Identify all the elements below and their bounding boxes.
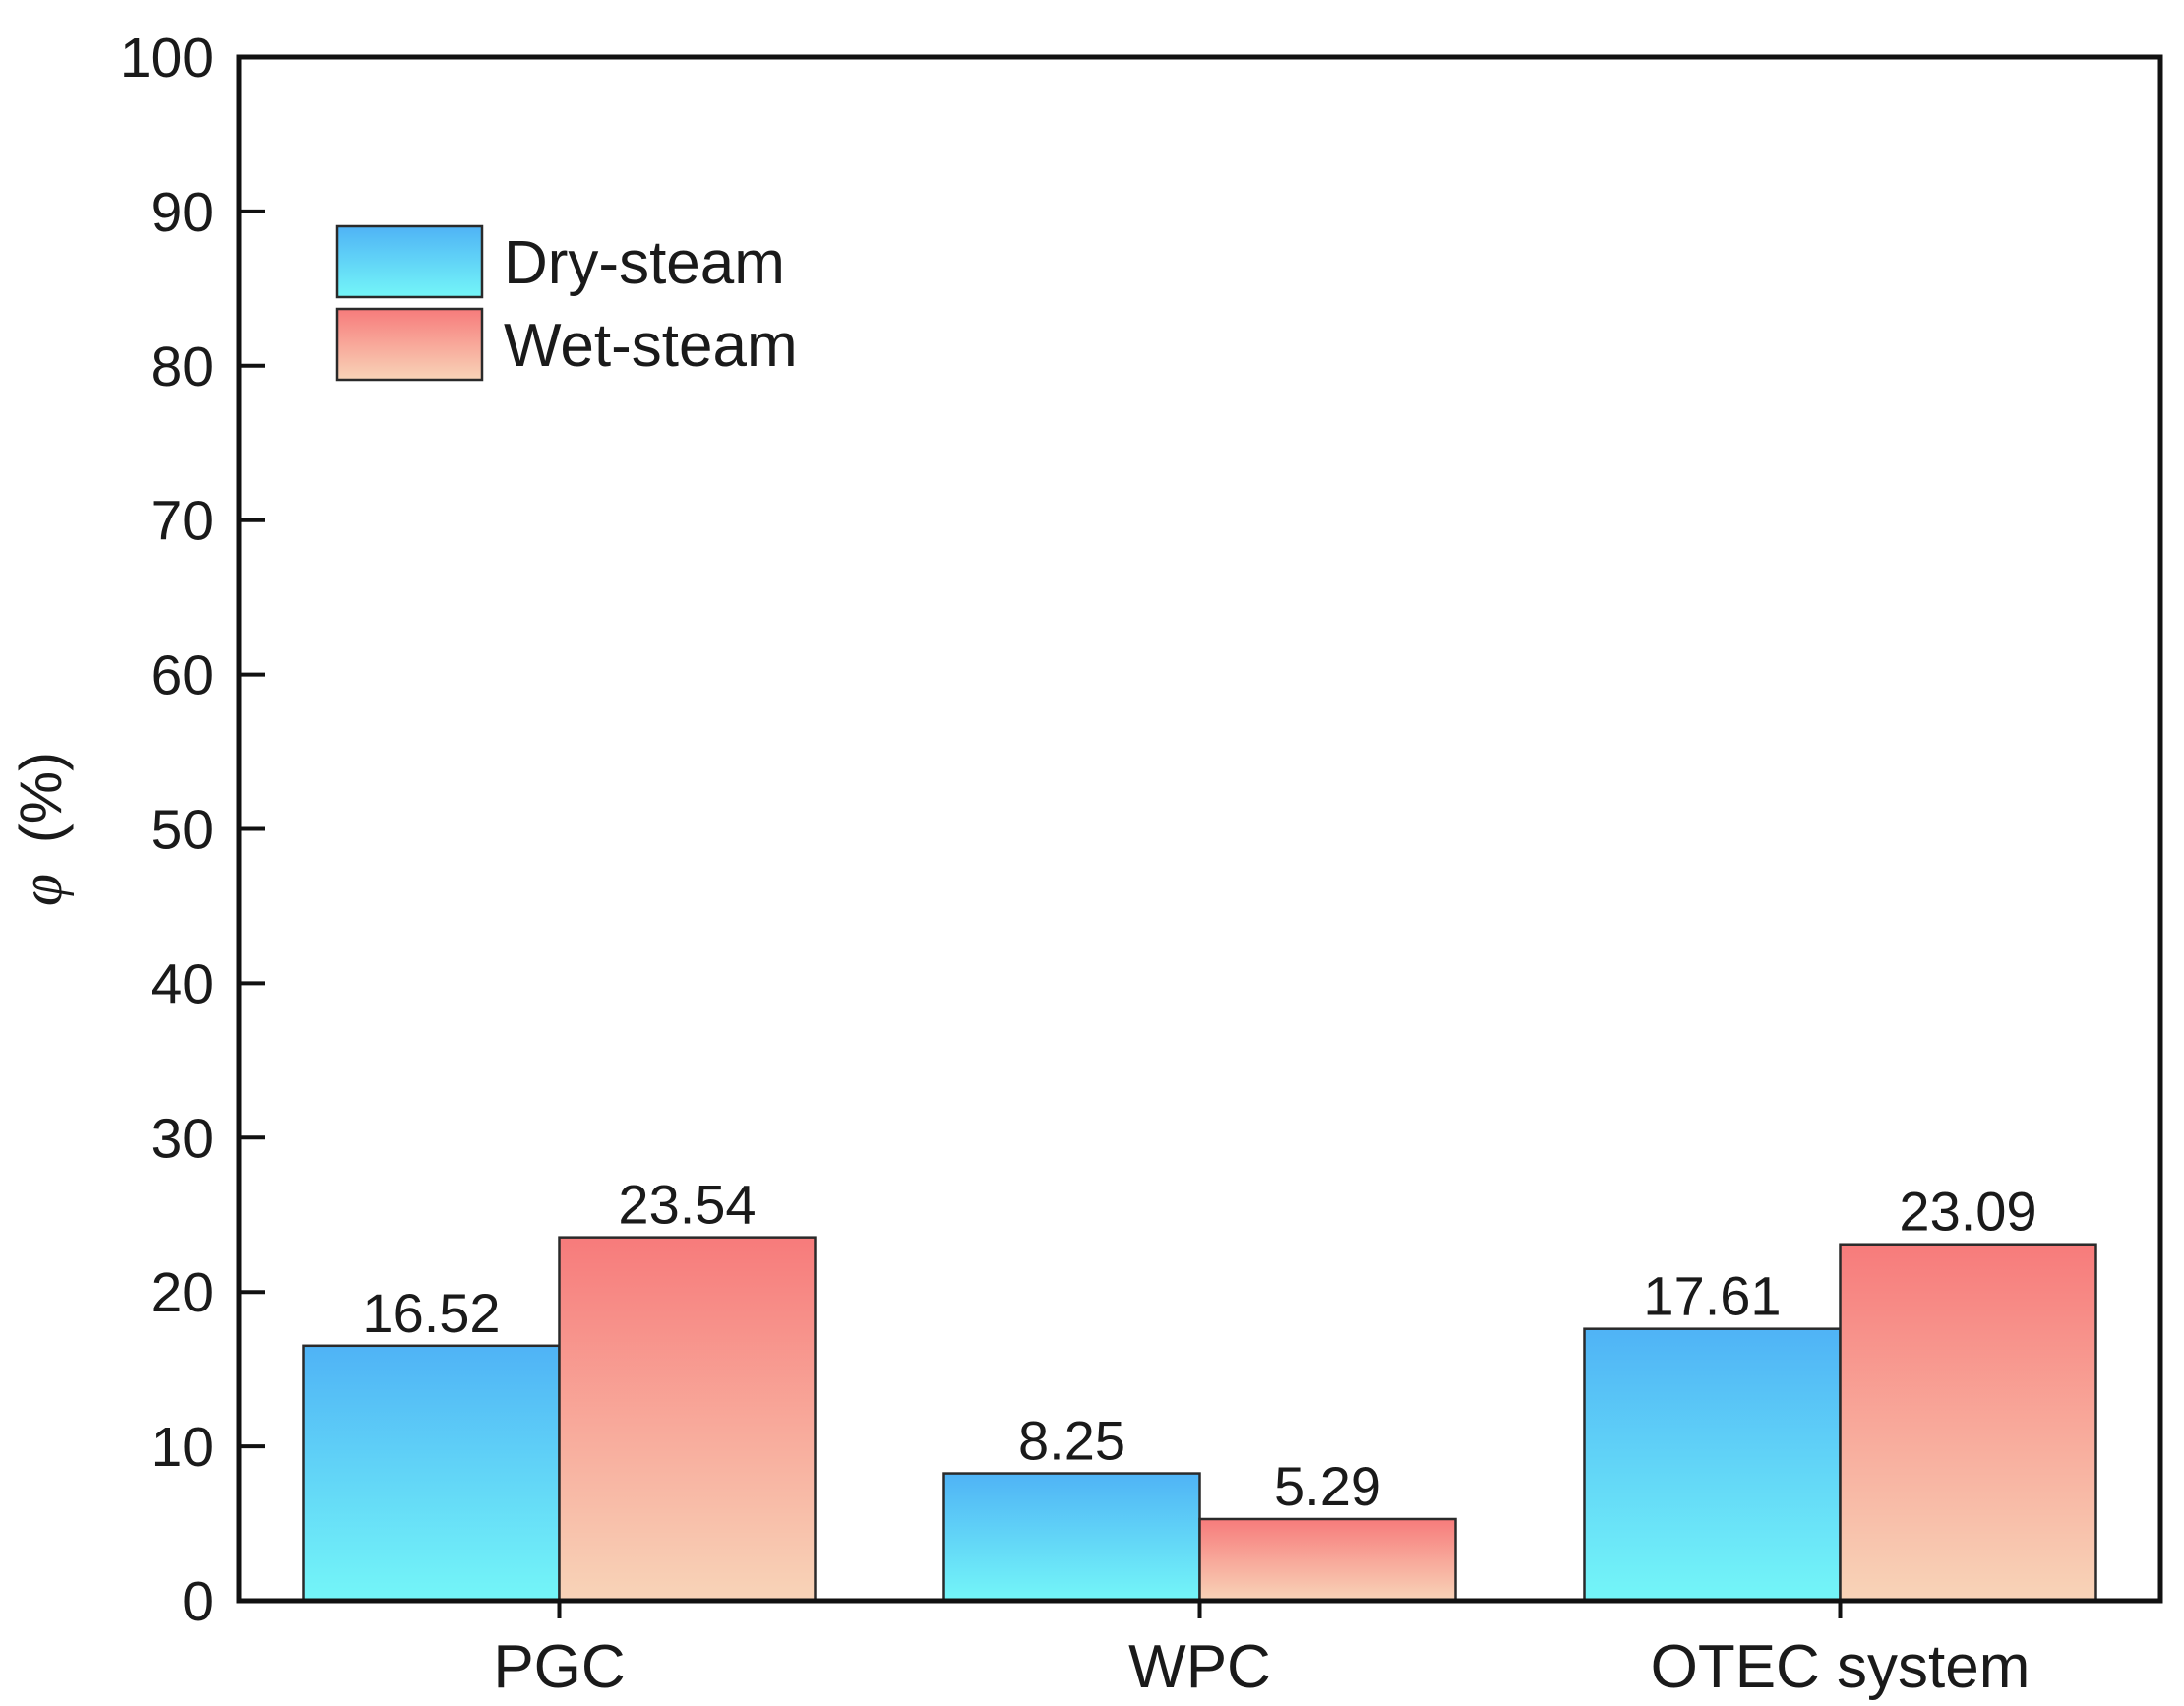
x-category-label: WPC — [1128, 1633, 1271, 1701]
bar-dry-steam-otec-system — [1583, 1327, 1842, 1603]
y-axis-title: φ (%) — [8, 752, 74, 906]
y-tick-label: 60 — [152, 644, 213, 707]
x-category-label: OTEC system — [1651, 1633, 2031, 1701]
data-label: 23.54 — [618, 1174, 756, 1236]
bar-dry-steam-wpc — [942, 1472, 1201, 1603]
y-tick-label: 70 — [152, 490, 213, 553]
y-tick-label: 10 — [152, 1416, 213, 1479]
plot-frame — [236, 54, 2163, 1604]
bars-group — [302, 1236, 2097, 1603]
y-tick-label: 20 — [152, 1261, 213, 1324]
y-tick-label: 40 — [152, 952, 213, 1015]
y-axis-symbol: φ — [9, 874, 74, 906]
legend-label: Dry-steam — [504, 229, 785, 297]
data-label: 8.25 — [1018, 1410, 1125, 1472]
data-label: 17.61 — [1643, 1265, 1781, 1327]
legend: Dry-steam Wet-steam — [335, 224, 798, 382]
y-tick-label: 100 — [120, 27, 213, 90]
data-label: 5.29 — [1274, 1455, 1381, 1517]
y-axis-unit: (%) — [8, 752, 74, 843]
x-category-label: PGC — [493, 1633, 625, 1701]
y-tick-label: 90 — [152, 181, 213, 244]
data-labels-group: 16.52 23.54 8.25 5.29 17.61 23.09 — [362, 1174, 2036, 1517]
data-label: 16.52 — [362, 1282, 500, 1344]
bar-wet-steam-pgc — [558, 1236, 817, 1603]
legend-label: Wet-steam — [504, 312, 798, 380]
y-tick-label: 50 — [152, 799, 213, 862]
y-axis: 0 10 20 30 40 50 60 70 80 90 100 — [120, 27, 265, 1633]
x-axis: PGC WPC OTEC system — [493, 1601, 2030, 1701]
y-tick-label: 0 — [182, 1570, 213, 1633]
bar-dry-steam-pgc — [302, 1344, 561, 1603]
bar-wet-steam-otec-system — [1839, 1243, 2097, 1603]
legend-swatch-dry-steam — [335, 224, 484, 299]
bar-wet-steam-wpc — [1198, 1517, 1457, 1603]
data-label: 23.09 — [1899, 1181, 2036, 1243]
y-tick-label: 80 — [152, 335, 213, 398]
y-tick-label: 30 — [152, 1107, 213, 1170]
legend-swatch-wet-steam — [335, 307, 484, 382]
